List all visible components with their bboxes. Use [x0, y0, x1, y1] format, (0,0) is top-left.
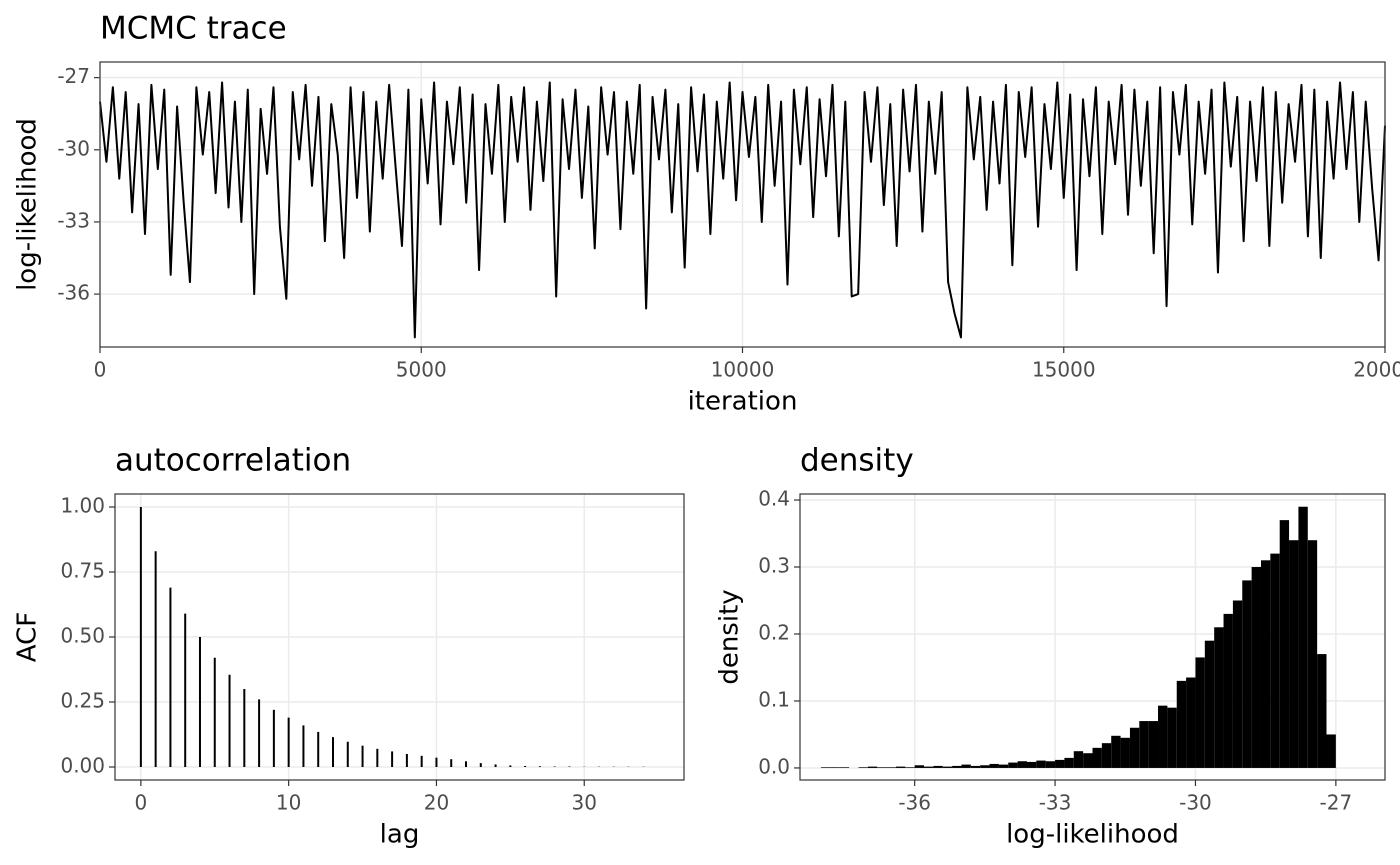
histogram-bar	[961, 764, 971, 768]
y-tick-label: 0.25	[60, 689, 105, 713]
histogram-bar	[1204, 640, 1215, 768]
x-axis-label: lag	[380, 820, 420, 850]
y-tick-label: 0.00	[60, 754, 105, 778]
y-tick-label: -33	[57, 208, 90, 232]
y-tick-label: 0.4	[758, 487, 790, 511]
x-tick-label: 15000	[1032, 358, 1096, 382]
y-tick-label: 0.0	[758, 754, 790, 778]
histogram-bar	[1045, 761, 1056, 768]
x-axis-label: log-likelihood	[1006, 820, 1179, 850]
y-axis-label: log-likelihood	[13, 118, 43, 291]
histogram-bar	[867, 766, 878, 768]
histogram-bar	[1270, 553, 1280, 768]
histogram-bar	[1111, 735, 1121, 768]
histogram-bar	[952, 765, 962, 768]
trace-line	[99, 81, 1386, 339]
histogram-bar	[1129, 727, 1140, 768]
x-tick-label: 20000	[1353, 358, 1400, 382]
histogram-bar	[1008, 762, 1018, 768]
chart-title: MCMC trace	[100, 11, 287, 47]
histogram-bar	[1214, 627, 1224, 768]
x-tick-label: 20	[424, 791, 449, 815]
histogram-bar	[980, 765, 990, 768]
chart-title: density	[800, 443, 914, 479]
histogram-bar	[1307, 540, 1318, 768]
y-axis-label: ACF	[13, 612, 43, 662]
histogram-bar	[877, 767, 887, 768]
x-tick-label: 10000	[711, 358, 775, 382]
x-tick-label: -33	[1039, 791, 1072, 815]
histogram-bar	[942, 766, 953, 768]
histogram-bar	[914, 765, 925, 768]
histogram-bar	[1158, 705, 1168, 768]
histogram-bar	[1120, 737, 1130, 768]
x-tick-label: -27	[1320, 791, 1353, 815]
x-tick-label: -36	[898, 791, 931, 815]
histogram-bar	[858, 767, 868, 768]
histogram-bar	[1139, 721, 1149, 768]
x-tick-label: -30	[1179, 791, 1212, 815]
x-tick-label: 30	[572, 791, 597, 815]
histogram-bar	[905, 767, 915, 768]
y-tick-label: 0.3	[758, 554, 790, 578]
histogram-bar	[895, 766, 906, 768]
histogram-bar	[933, 765, 943, 768]
y-tick-label: -30	[57, 136, 90, 160]
histogram-bar	[830, 767, 840, 768]
histogram-bar	[1326, 734, 1336, 768]
histogram-bar	[1260, 560, 1271, 768]
panel-border	[799, 493, 1386, 781]
histogram-bar	[1176, 680, 1187, 768]
chart-title: autocorrelation	[115, 443, 351, 479]
histogram-bar	[1186, 677, 1196, 768]
y-tick-label: 0.2	[758, 620, 790, 644]
histogram-bar	[1064, 757, 1074, 768]
x-axis-label: iteration	[688, 387, 798, 417]
y-tick-label: -27	[57, 64, 90, 88]
x-tick-label: 5000	[396, 358, 447, 382]
y-tick-label: -36	[57, 281, 90, 305]
histogram-bar	[1298, 506, 1308, 768]
x-tick-label: 10	[276, 791, 301, 815]
histogram-bar	[924, 766, 934, 768]
histogram-bar	[1083, 753, 1093, 768]
histogram-bar	[1242, 580, 1252, 768]
histogram-bar	[839, 767, 850, 768]
histogram-bar	[1092, 747, 1102, 768]
histogram-bar	[970, 765, 981, 768]
histogram-bar	[998, 764, 1009, 768]
histogram-bar	[1036, 760, 1046, 768]
histogram-bar	[886, 767, 896, 768]
histogram-bar	[1251, 567, 1261, 768]
histogram-bar	[1289, 540, 1299, 768]
panel-border	[114, 493, 685, 781]
histogram-bar	[821, 767, 831, 768]
x-tick-label: 0	[134, 791, 147, 815]
y-tick-label: 0.1	[758, 687, 790, 711]
y-axis-label: density	[715, 589, 745, 684]
y-tick-label: 1.00	[60, 494, 105, 518]
histogram-bar	[1223, 613, 1233, 768]
histogram-bar	[989, 763, 999, 768]
histogram-bar	[1148, 721, 1159, 768]
histogram-bar	[1017, 761, 1027, 768]
panel-border	[99, 61, 1386, 348]
x-tick-label: 0	[94, 358, 107, 382]
histogram-bar	[1279, 520, 1290, 768]
histogram-bar	[1026, 761, 1037, 768]
histogram-bar	[1232, 600, 1243, 768]
y-tick-label: 0.75	[60, 559, 105, 583]
histogram-bar	[1055, 759, 1065, 768]
histogram-bar	[1073, 751, 1084, 768]
histogram-bar	[1317, 654, 1327, 768]
histogram-bar	[1195, 657, 1205, 768]
y-tick-label: 0.50	[60, 624, 105, 648]
histogram-bar	[1101, 743, 1112, 768]
histogram-bar	[1167, 707, 1177, 768]
